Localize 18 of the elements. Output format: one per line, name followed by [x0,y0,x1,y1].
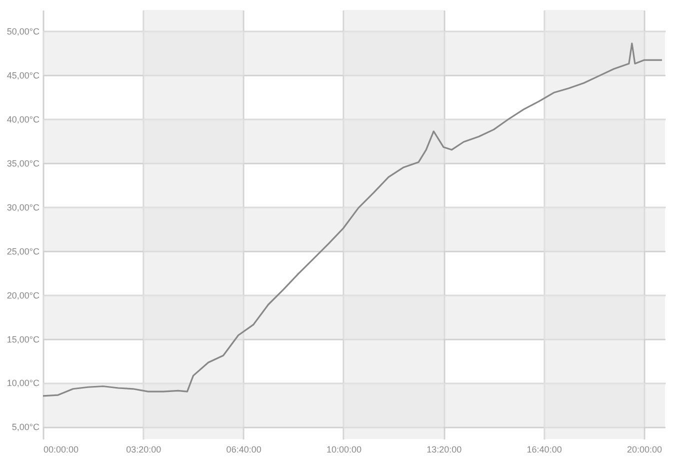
y-tick-label: 35,00°C [6,158,40,168]
line-series [42,42,663,397]
y-tick-label: 40,00°C [6,114,40,125]
y-tick-label: 20,00°C [6,290,40,300]
x-tick-label: 10:00:00 [326,444,362,454]
x-tick-label: 16:40:00 [526,444,562,454]
x-tick-label: 06:40:00 [226,444,262,454]
y-tick-label: 25,00°C [6,246,40,256]
x-tick-label: 20:00:00 [626,444,662,454]
x-tick-label: 13:20:00 [426,444,462,454]
y-tick-label: 5,00°C [12,422,40,432]
y-tick-label: 10,00°C [6,378,40,388]
y-tick-label: 30,00°C [6,202,40,212]
y-tick-label: 45,00°C [6,70,40,81]
x-tick-label: 00:00:00 [44,444,79,454]
x-tick-label: 03:20:00 [126,444,162,454]
y-tick-label: 50,00°C [6,26,40,37]
y-tick-label: 15,00°C [6,334,40,344]
